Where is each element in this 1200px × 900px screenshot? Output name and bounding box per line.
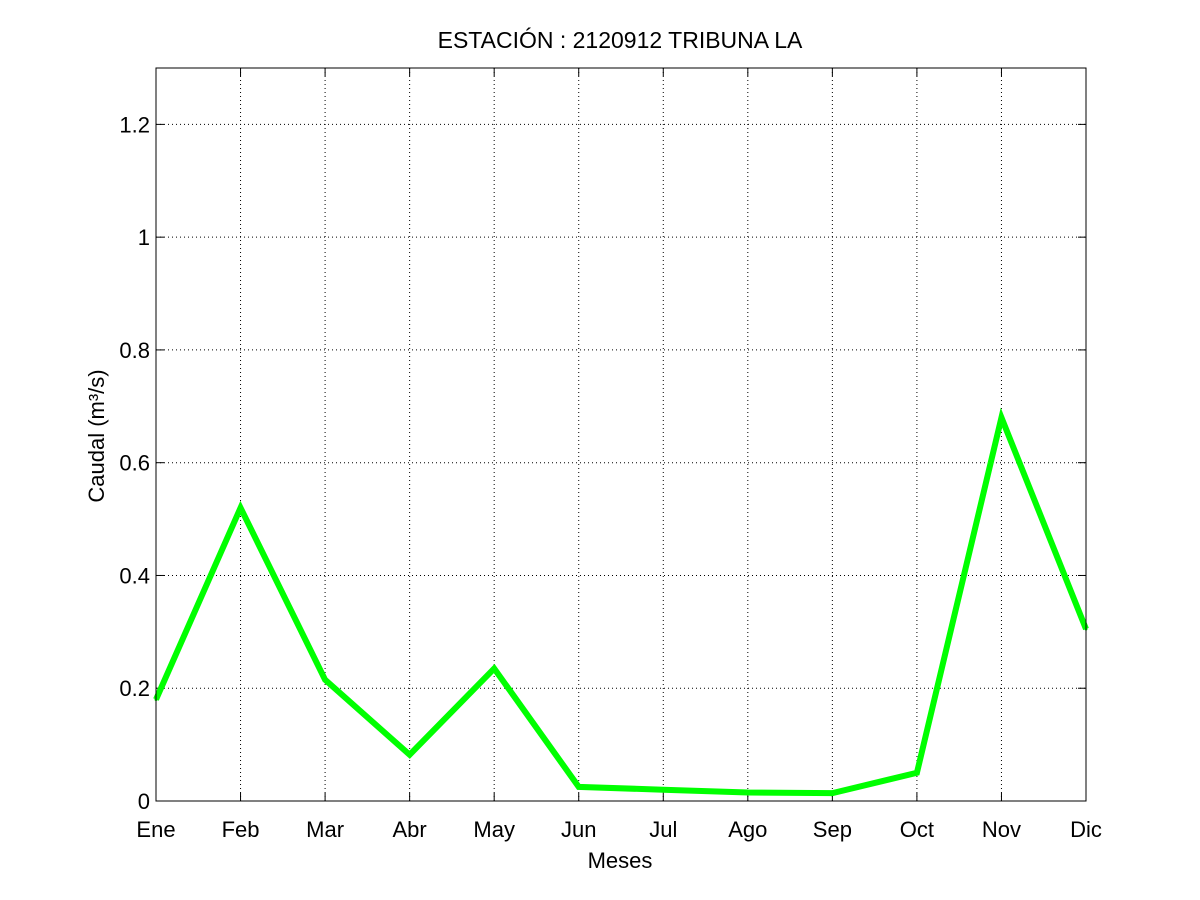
x-tick-label: Oct (900, 817, 934, 842)
grid-layer (156, 68, 1086, 801)
x-tick-label: Feb (222, 817, 260, 842)
y-tick-label: 0.4 (119, 563, 150, 588)
x-tick-label: Jun (561, 817, 596, 842)
series-layer (153, 407, 1089, 797)
x-tick-label: Ene (136, 817, 175, 842)
data-point (746, 791, 750, 795)
labels-layer: Ene Feb Mar Abr May Jun Jul Ago Sep Oct Nov Dic 0 0.2… (119, 112, 1101, 842)
plot-frame (155, 67, 1087, 802)
x-tick-label: Dic (1070, 817, 1102, 842)
y-tick-label: 0.8 (119, 338, 150, 363)
data-point (830, 791, 834, 795)
x-tick-label: Abr (393, 817, 427, 842)
data-point (408, 753, 412, 757)
data-point (492, 666, 496, 670)
data-point (577, 785, 581, 789)
y-tick-label: 1.2 (119, 112, 150, 137)
data-point (323, 678, 327, 682)
x-tick-label: Mar (306, 817, 344, 842)
data-point (999, 416, 1003, 420)
x-axis-title: Meses (588, 848, 653, 873)
y-tick-label: 0 (138, 789, 150, 814)
x-tick-label: Jul (649, 817, 677, 842)
x-tick-label: May (473, 817, 515, 842)
y-tick-label: 1 (138, 225, 150, 250)
x-tick-label: Nov (982, 817, 1021, 842)
x-tick-label: Sep (813, 817, 852, 842)
y-tick-label: 0.2 (119, 676, 150, 701)
data-point (915, 771, 919, 775)
y-axis-title: Caudal (m³/s) (84, 369, 109, 502)
ticks-layer (155, 68, 1087, 802)
chart-title: ESTACIÓN : 2120912 TRIBUNA LA (438, 27, 803, 53)
data-point (239, 506, 243, 510)
y-tick-label: 0.6 (119, 451, 150, 476)
data-series-line (153, 407, 1089, 797)
data-point (661, 788, 665, 792)
x-tick-label: Ago (728, 817, 767, 842)
